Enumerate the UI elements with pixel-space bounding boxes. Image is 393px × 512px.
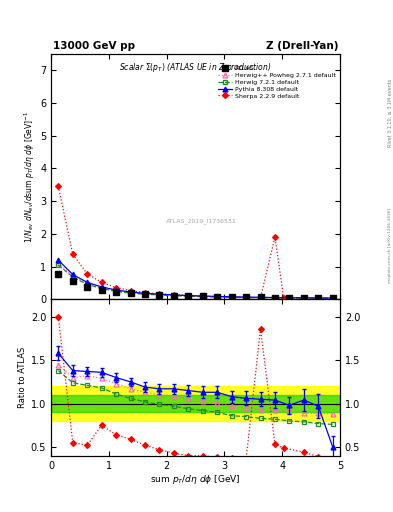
Text: ATLAS_2019_I1736531: ATLAS_2019_I1736531	[166, 218, 237, 224]
Bar	[51, 395, 340, 412]
Y-axis label: $1/N_{ev}\ dN_{ev}/d\mathrm{sum}\ p_T/d\eta\ d\phi\ [\mathrm{GeV}]^{-1}$: $1/N_{ev}\ dN_{ev}/d\mathrm{sum}\ p_T/d\…	[23, 111, 37, 243]
Bar	[51, 386, 340, 421]
Text: Z (Drell-Yan): Z (Drell-Yan)	[266, 40, 339, 51]
X-axis label: sum $p_T/d\eta\ d\phi$ [GeV]: sum $p_T/d\eta\ d\phi$ [GeV]	[150, 473, 241, 486]
Text: Scalar $\Sigma(p_T)$ (ATLAS UE in Z production): Scalar $\Sigma(p_T)$ (ATLAS UE in Z prod…	[119, 61, 272, 74]
Legend: ATLAS, Herwig++ Powheg 2.7.1 default, Herwig 7.2.1 default, Pythia 8.308 default: ATLAS, Herwig++ Powheg 2.7.1 default, He…	[217, 64, 337, 100]
Text: 13000 GeV pp: 13000 GeV pp	[53, 40, 135, 51]
Y-axis label: Ratio to ATLAS: Ratio to ATLAS	[18, 347, 27, 408]
Text: mcplots.cern.ch [arXiv:1306.3436]: mcplots.cern.ch [arXiv:1306.3436]	[388, 208, 392, 283]
Text: Rivet 3.1.10, ≥ 3.1M events: Rivet 3.1.10, ≥ 3.1M events	[387, 78, 392, 147]
